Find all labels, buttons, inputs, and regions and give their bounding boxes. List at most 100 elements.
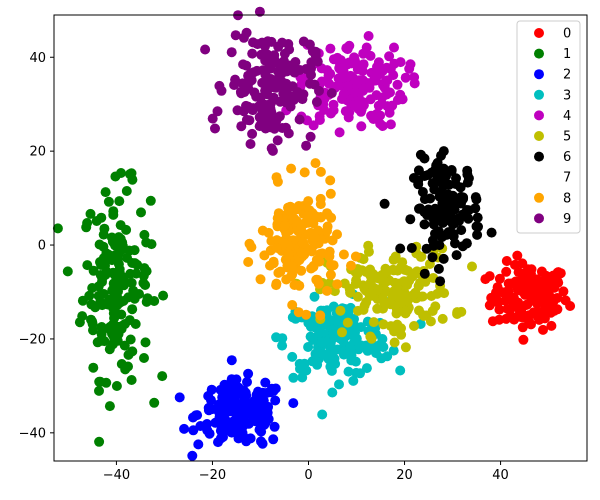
point-series-3 — [348, 375, 359, 386]
point-series-8 — [255, 274, 266, 285]
point-series-9 — [294, 114, 305, 125]
point-series-6 — [438, 217, 448, 228]
y-tick-label: 40 — [29, 51, 46, 66]
point-series-6 — [427, 206, 438, 217]
point-series-6 — [426, 167, 437, 178]
point-series-4 — [385, 119, 396, 130]
point-series-0 — [539, 276, 550, 287]
point-series-4 — [409, 72, 420, 83]
point-series-1 — [88, 325, 98, 336]
point-series-5 — [432, 288, 443, 299]
point-series-3 — [305, 331, 316, 342]
point-series-2 — [288, 398, 299, 409]
point-series-8 — [315, 310, 326, 321]
point-series-8 — [244, 238, 255, 249]
point-series-8 — [299, 167, 310, 178]
point-series-7 — [234, 174, 245, 185]
point-series-8 — [324, 251, 335, 262]
point-series-1 — [77, 311, 88, 322]
point-series-0 — [520, 274, 531, 285]
legend-marker-6 — [534, 151, 544, 162]
point-series-6 — [427, 252, 438, 263]
point-series-6 — [432, 157, 443, 168]
point-series-9 — [230, 30, 241, 41]
point-series-9 — [247, 128, 258, 139]
point-series-3 — [327, 387, 338, 398]
point-series-9 — [301, 140, 312, 151]
point-series-1 — [99, 223, 110, 234]
point-series-1 — [127, 346, 138, 357]
point-series-1 — [114, 196, 125, 207]
point-series-9 — [243, 77, 254, 88]
point-series-6 — [438, 253, 449, 264]
point-series-5 — [397, 257, 408, 268]
legend-label: 0 — [563, 27, 571, 42]
point-series-8 — [271, 242, 282, 253]
point-series-2 — [226, 374, 237, 385]
point-series-3 — [303, 342, 314, 352]
point-series-3 — [310, 348, 321, 359]
point-series-9 — [305, 78, 315, 89]
point-series-1 — [116, 168, 126, 178]
point-series-3 — [288, 372, 299, 383]
point-series-9 — [277, 37, 288, 48]
legend-marker-5 — [534, 131, 544, 141]
point-series-5 — [403, 266, 414, 276]
point-series-1 — [121, 186, 132, 196]
point-series-9 — [265, 122, 276, 133]
point-series-1 — [139, 229, 150, 240]
point-series-9 — [252, 39, 263, 50]
y-tick-label: 20 — [29, 145, 46, 160]
point-series-3 — [382, 351, 393, 362]
point-series-5 — [378, 296, 389, 307]
point-series-9 — [245, 139, 256, 149]
point-series-8 — [288, 264, 299, 275]
point-series-2 — [217, 427, 228, 438]
point-series-9 — [254, 6, 265, 17]
point-series-6 — [448, 228, 458, 239]
point-series-4 — [358, 59, 369, 70]
point-series-5 — [430, 301, 441, 312]
point-series-5 — [368, 317, 379, 328]
point-series-1 — [108, 331, 119, 342]
point-series-9 — [210, 123, 220, 134]
point-series-0 — [545, 301, 555, 312]
point-series-1 — [52, 223, 63, 234]
point-series-1 — [98, 241, 109, 252]
point-series-9 — [294, 89, 305, 100]
point-series-5 — [339, 278, 350, 289]
legend-marker-2 — [534, 69, 544, 80]
point-series-1 — [113, 286, 123, 297]
point-series-5 — [365, 277, 376, 288]
point-series-2 — [233, 429, 244, 440]
point-series-8 — [338, 249, 349, 260]
point-series-0 — [502, 303, 513, 314]
point-series-4 — [365, 50, 376, 61]
point-series-9 — [243, 101, 254, 112]
point-series-9 — [200, 44, 211, 55]
point-series-8 — [291, 216, 302, 226]
point-series-3 — [374, 340, 385, 351]
point-series-2 — [256, 426, 267, 437]
point-series-8 — [281, 228, 292, 239]
point-series-9 — [279, 48, 290, 59]
point-series-5 — [373, 284, 383, 295]
point-series-1 — [139, 353, 149, 363]
point-series-2 — [261, 406, 272, 417]
point-series-9 — [281, 78, 292, 89]
point-series-0 — [480, 274, 491, 285]
x-tick-label: −20 — [199, 468, 226, 483]
point-series-5 — [467, 261, 477, 272]
point-series-8 — [301, 309, 312, 320]
legend-box — [516, 20, 581, 234]
point-series-3 — [353, 344, 364, 355]
point-series-2 — [257, 438, 268, 449]
point-series-8 — [289, 280, 300, 290]
point-series-8 — [326, 212, 337, 223]
point-series-8 — [286, 163, 297, 174]
point-series-4 — [381, 89, 392, 100]
point-series-2 — [252, 409, 263, 420]
point-series-6 — [451, 250, 462, 261]
point-series-4 — [389, 42, 399, 53]
